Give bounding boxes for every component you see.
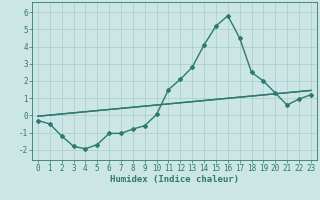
X-axis label: Humidex (Indice chaleur): Humidex (Indice chaleur) [110, 175, 239, 184]
